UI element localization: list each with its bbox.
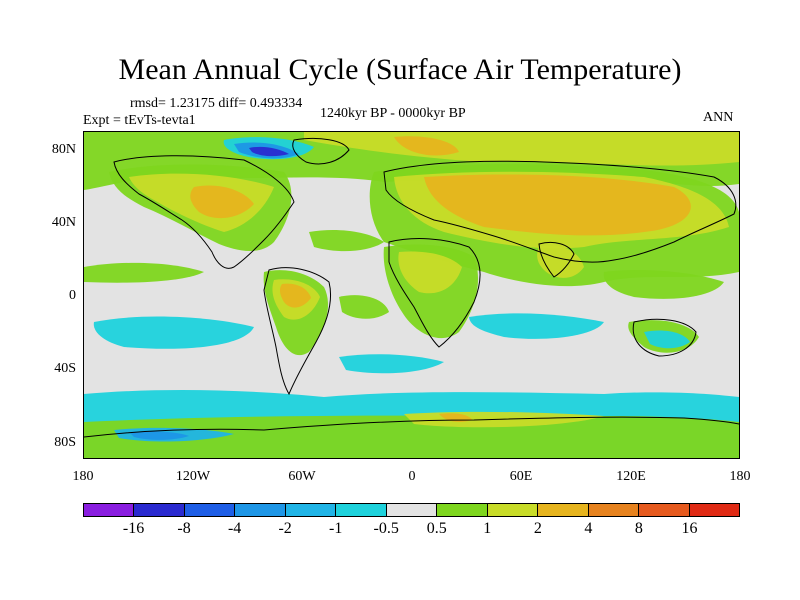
lon-label-60w: 60W (288, 469, 316, 484)
lon-label-180w: 180 (72, 469, 94, 484)
colorbar-label: -4 (227, 520, 242, 537)
anomaly-africa-warm (398, 251, 462, 294)
colorbar-swatch (285, 504, 337, 516)
colorbar-label: 16 (681, 520, 698, 537)
lon-label-60e: 60E (509, 469, 533, 484)
anomaly-antarctic-warm (84, 415, 739, 458)
lat-label-40n: 40N (51, 215, 76, 230)
lon-label-0: 0 (408, 469, 416, 484)
colorbar-label: -1 (329, 520, 343, 537)
colorbar-label: 0.5 (426, 520, 447, 537)
anomaly-atlantic-south (339, 295, 389, 319)
colorbar-swatch (134, 504, 185, 516)
colorbar-swatch (336, 504, 387, 516)
anomaly-eurasia-hot (424, 174, 691, 236)
lon-label-180e: 180 (729, 469, 751, 484)
colorbar-swatch (184, 504, 236, 516)
colorbar-label: -16 (122, 520, 145, 537)
anomaly-australia-cool (644, 330, 690, 349)
lat-label-80n: 80N (51, 142, 76, 157)
colorbar-swatch (538, 504, 589, 516)
colorbar-swatch (84, 504, 135, 516)
colorbar-label: -8 (177, 520, 191, 537)
colorbar-swatch (639, 504, 690, 516)
anomaly-arctic-orange (394, 136, 459, 156)
anomaly-south-atlantic-cool (339, 354, 444, 374)
anomaly-pacific-band (84, 262, 204, 283)
anomaly-north-america-hot (190, 185, 254, 219)
colorbar-swatch (437, 504, 488, 516)
anomaly-atlantic-band (309, 230, 384, 252)
lon-label-120e: 120E (616, 469, 646, 484)
lat-label-40s: 40S (54, 361, 76, 376)
period-label: 1240kyr BP - 0000kyr BP (320, 106, 466, 121)
colorbar-swatch (235, 504, 286, 516)
anomaly-indian-ocean-cool (469, 313, 604, 339)
anomaly-south-pacific-cool (93, 316, 254, 349)
colorbar-label: 4 (584, 520, 593, 537)
experiment-label: Expt = tEvTs-tevta1 (83, 113, 196, 128)
colorbar-swatch (487, 504, 539, 516)
map-canvas (84, 132, 739, 458)
colorbar-label: 1 (483, 520, 492, 537)
anomaly-canada-dark (249, 146, 289, 157)
lat-label-80s: 80S (54, 435, 76, 450)
anomaly-south-america-hot (279, 283, 311, 308)
colorbar-label: 2 (533, 520, 542, 537)
chart-title: Mean Annual Cycle (Surface Air Temperatu… (118, 53, 682, 86)
colorbar-swatch (386, 504, 438, 516)
colorbar-label: 8 (634, 520, 643, 537)
coastlines (84, 137, 739, 438)
lon-label-120w: 120W (175, 469, 211, 484)
anomaly-antarctic-deep-cool (129, 431, 189, 440)
anomaly-fields (84, 132, 739, 458)
stats-label: rmsd= 1.23175 diff= 0.493334 (130, 96, 303, 111)
colorbar (83, 503, 740, 517)
season-label: ANN (703, 110, 734, 125)
colorbar-swatch (689, 504, 740, 516)
temperature-anomaly-map (83, 131, 740, 459)
colorbar-label: -2 (278, 520, 292, 537)
anomaly-indonesia (603, 270, 724, 299)
colorbar-swatch (588, 504, 640, 516)
colorbar-label: -0.5 (373, 520, 399, 537)
lat-label-0: 0 (69, 288, 76, 303)
